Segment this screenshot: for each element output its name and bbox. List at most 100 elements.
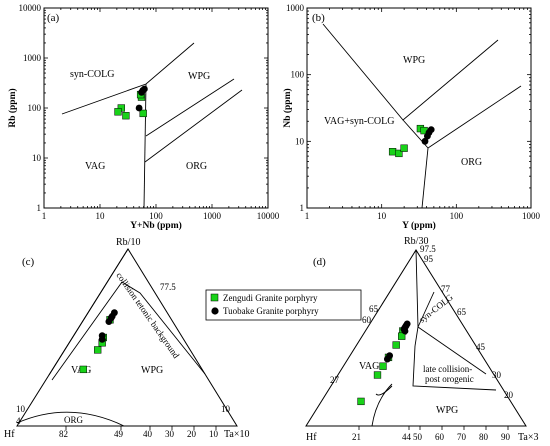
panel-d-tick-44: 44 [402, 432, 412, 442]
panel-c-field-org: ORG [64, 415, 84, 425]
panel-c: Rb/10 Hf Ta×10 82 49 40 30 20 10 77.5 10… [4, 237, 250, 440]
panel-b-field-wpg: WPG [403, 55, 425, 66]
panel-a-field-syn-colg: syn-COLG [70, 69, 114, 80]
panel-a-zengudi-point [114, 108, 122, 116]
panel-b-zengudi-point [395, 149, 403, 158]
panel-b-field-vag-syn-colg: VAG+syn-COLG [324, 116, 394, 127]
panel-a-y-axis: 1 10 100 1000 10000 [19, 3, 268, 213]
panel-d-tick-77: 77 [441, 284, 451, 294]
panel-a-field-boundaries [61, 42, 243, 209]
panel-d-zengudi-point [357, 397, 365, 406]
panel-b-y-axis-title: Nb (ppm) [282, 88, 293, 127]
legend-label-tuobake: Tuobake Granite porphyry [223, 306, 319, 316]
panel-c-tick-left-10: 10 [16, 404, 26, 414]
panel-d-tick-20: 20 [504, 390, 514, 400]
panel-d-tick-21: 21 [352, 432, 361, 442]
panel-c-tuobake-point [98, 335, 106, 343]
panel-a-tuobake-point [135, 104, 143, 112]
panel-d-tick-30: 30 [492, 370, 502, 380]
panel-c-field-wpg: WPG [141, 365, 163, 376]
panel-d-data-points [357, 320, 411, 406]
panel-a-zengudi-point [122, 112, 130, 120]
panel-a-y-tick-label: 100 [28, 103, 42, 113]
legend-marker-zengudi [210, 293, 219, 302]
panel-c-tick-right-10: 10 [221, 404, 231, 414]
panel-a-label: (a) [47, 12, 60, 24]
panel-a: 1 10 100 1000 10000 1 10 100 1000 10000 (a) syn-… [7, 3, 280, 231]
panel-b-y-tick-label: 1000 [286, 3, 305, 13]
panel-d-field-wpg: WPG [436, 405, 458, 416]
panel-c-zengudi-point [79, 365, 87, 374]
panel-d-field-boundaries [371, 249, 497, 427]
panel-b-x-tick-label: 1 [305, 211, 310, 221]
panel-a-x-axis-title: Y+Nb (ppm) [130, 220, 182, 231]
panel-d: Rb/30 Hf Ta×3 21 44 50 60 70 80 90 97.5 … [305, 236, 539, 443]
panel-d-tick-97-5: 97.5 [420, 244, 436, 254]
panel-d-label: (d) [313, 256, 326, 268]
panel-a-field-org: ORG [186, 161, 207, 172]
panel-a-x-tick-label: 1000 [203, 211, 222, 221]
panel-b-tuobake-point [427, 126, 435, 133]
panel-c-apex-right: Ta×10 [224, 429, 250, 440]
panel-b-x-tick-label: 100 [450, 211, 464, 221]
panel-d-tick-90: 90 [501, 432, 511, 442]
panel-b: 1 10 100 1000 1 10 100 1000 (b) WPG VAG+syn-CO… [282, 3, 541, 231]
panel-d-tick-left-65: 65 [369, 304, 379, 314]
panel-d-zengudi-point [398, 332, 406, 340]
panel-d-tick-60: 60 [435, 432, 445, 442]
panel-d-tick-95: 95 [424, 254, 434, 264]
panel-d-triangle [305, 249, 527, 427]
panel-a-y-tick-label: 1 [37, 203, 42, 213]
panel-c-tick-82: 82 [59, 429, 68, 439]
panel-d-tick-80: 80 [479, 432, 489, 442]
panel-b-y-axis: 1 10 100 1000 [286, 3, 531, 213]
panel-b-data-points [388, 124, 435, 158]
panel-a-y-tick-label: 10 [32, 153, 42, 163]
panel-b-y-tick-label: 1 [300, 203, 305, 213]
panel-d-ticks [358, 426, 509, 430]
panel-d-apex-left: Hf [306, 432, 317, 443]
panel-d-field-late-collision: late collision- post orogenic [423, 364, 475, 384]
panel-d-tick-left-27: 27 [330, 375, 340, 385]
panel-c-tick-left-4: 4 [16, 416, 21, 426]
panel-a-x-tick-label: 10000 [257, 211, 280, 221]
panel-b-y-tick-label: 10 [295, 136, 305, 146]
legend-marker-tuobake [211, 307, 219, 315]
panel-a-tuobake-point [138, 89, 145, 96]
panel-a-zengudi-point [139, 109, 147, 118]
panel-c-tick-10: 10 [209, 429, 219, 439]
panel-d-tick-50: 50 [413, 432, 423, 442]
panel-d-apex-top: Rb/30 [404, 236, 428, 247]
panel-a-x-tick-label: 1 [42, 211, 47, 221]
panel-b-label: (b) [312, 12, 325, 24]
panel-c-zengudi-point [94, 346, 102, 354]
panel-a-field-vag: VAG [85, 161, 105, 172]
panel-a-y-tick-label: 1000 [23, 53, 42, 63]
panel-c-apex-top: Rb/10 [116, 237, 140, 248]
panel-b-zengudi-point [400, 144, 408, 152]
panel-d-tick-45: 45 [476, 342, 486, 352]
panel-d-tick-70: 70 [457, 432, 467, 442]
panel-c-tick-49: 49 [114, 429, 124, 439]
panel-d-tuobake-point [384, 355, 391, 363]
legend-box [205, 289, 362, 321]
panel-a-x-tick-label: 100 [149, 211, 163, 221]
legend: Zengudi Granite porphyry Tuobake Granite… [205, 289, 362, 321]
panel-c-ticks [65, 426, 217, 430]
panel-b-x-tick-label: 10 [377, 211, 387, 221]
panel-c-tick-77-5: 77.5 [160, 282, 176, 292]
legend-label-zengudi: Zengudi Granite porphyry [223, 293, 318, 303]
panel-c-tick-20: 20 [187, 429, 197, 439]
panel-d-zengudi-point [379, 362, 387, 370]
panel-b-y-tick-label: 100 [291, 70, 305, 80]
panel-a-field-wpg: WPG [188, 71, 210, 82]
panel-c-tuobake-point [105, 318, 113, 325]
panel-c-apex-left: Hf [4, 429, 15, 440]
panel-d-tuobake-point [401, 327, 409, 335]
panel-a-x-axis: 1 10 100 1000 10000 [42, 8, 280, 221]
panel-c-tick-40: 40 [143, 429, 153, 439]
panel-c-data-points [79, 309, 118, 374]
panel-b-zengudi-point [388, 148, 397, 156]
panel-d-field-vag: VAG [359, 361, 379, 372]
